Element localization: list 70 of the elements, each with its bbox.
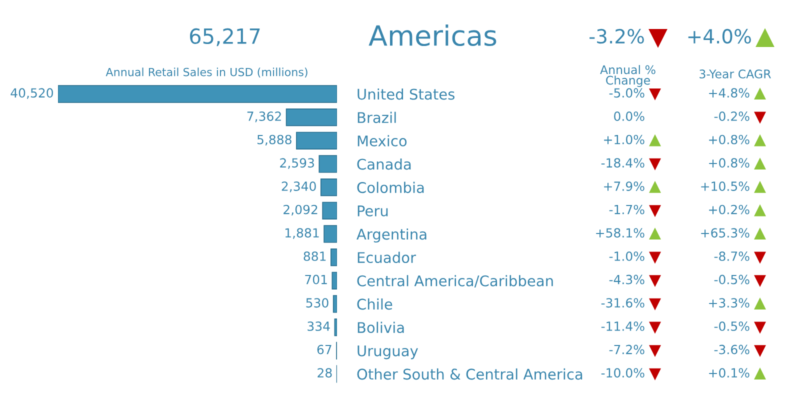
data-label: 334 [308, 321, 330, 331]
bar [322, 202, 337, 220]
text: Annual % Change [600, 65, 656, 87]
y-tick-label: Ecuador [358, 252, 416, 264]
data-label: 530 [306, 298, 328, 308]
data-label: 1,881 [285, 228, 319, 239]
y-tick-label: Mexico [358, 135, 407, 146]
text: +0.8% [709, 134, 750, 144]
text: -5.0% [609, 88, 644, 98]
y-tick-label: Other South & Central America [357, 368, 582, 380]
text: +4.0% [688, 28, 751, 44]
text: -11.4% [601, 321, 644, 331]
data-label: 67 [317, 344, 332, 354]
y-tick-label: Bolivia [358, 322, 404, 334]
y-tick-label: Canada [357, 158, 411, 170]
bar [296, 132, 337, 150]
data-label: 701 [305, 274, 327, 284]
bar [332, 295, 337, 313]
text: -8.7% [714, 251, 750, 261]
data-label: 881 [304, 251, 326, 261]
y-tick-label: Chile [357, 298, 392, 310]
text: -3.6% [714, 344, 750, 354]
text: -0.2% [714, 112, 750, 121]
data-label: 7,362 [247, 112, 281, 122]
text: -1.7% [609, 204, 644, 214]
text: -0.5% [714, 321, 750, 331]
text: -4.3% [609, 274, 644, 284]
data-label: 28 [318, 368, 332, 378]
text: -0.5% [714, 274, 750, 284]
text: Annual Retail Sales in USD (millions) [106, 68, 308, 78]
text: +65.3% [701, 228, 750, 238]
y-tick-label: Colombia [357, 182, 424, 194]
text: +0.8% [709, 158, 750, 168]
bar [58, 85, 337, 103]
bar [324, 225, 337, 243]
bar [318, 155, 337, 173]
text: -1.0% [609, 251, 644, 261]
y-tick-label: Peru [358, 206, 388, 216]
text: -7.2% [609, 344, 644, 354]
data-label: 40,520 [10, 88, 54, 99]
text: +58.1% [596, 228, 644, 238]
y-tick-label: Central America/Caribbean [357, 275, 553, 288]
text: +10.5% [701, 181, 750, 191]
text: +0.1% [709, 368, 750, 378]
text: 0.0% [614, 112, 644, 121]
bar [330, 248, 337, 266]
text: +7.9% [604, 181, 644, 191]
y-tick-label: Brazil [358, 112, 396, 124]
text: 65,217 [190, 28, 260, 46]
data-label: 2,593 [280, 158, 314, 169]
text: -10.0% [601, 368, 644, 378]
bar [332, 272, 337, 290]
bar [286, 108, 337, 126]
text: +0.2% [709, 204, 750, 214]
text: 3-Year CAGR [700, 69, 771, 78]
text: +1.0% [604, 134, 644, 144]
text: -3.2% [590, 28, 644, 44]
data-label: 2,340 [282, 181, 316, 192]
y-tick-label: Argentina [356, 228, 426, 243]
text: +4.8% [709, 88, 750, 98]
text: -31.6% [601, 298, 644, 308]
bar [334, 318, 337, 336]
data-label: 5,888 [257, 134, 292, 146]
bar [320, 178, 337, 196]
text: -18.4% [601, 158, 644, 168]
text: Americas [368, 24, 496, 46]
text: +3.3% [709, 298, 750, 308]
y-tick-label: United States [358, 88, 454, 100]
data-label: 2,092 [284, 204, 318, 216]
y-tick-label: Uruguay [358, 346, 418, 360]
